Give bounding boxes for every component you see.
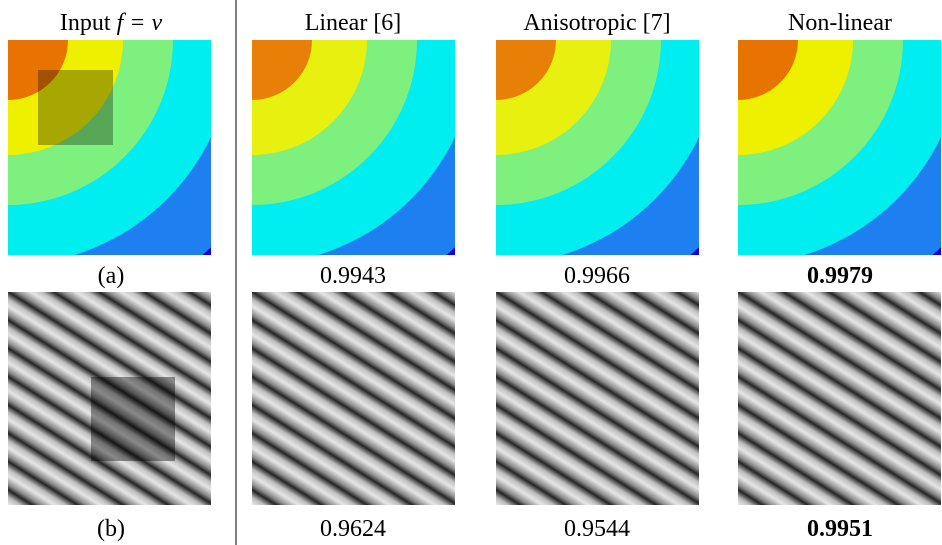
image (8, 292, 211, 505)
score: 0.9951 (807, 516, 873, 542)
image (0, 0, 298, 330)
column-header: Input f = v (60, 10, 163, 36)
score: 0.9966 (564, 263, 630, 289)
column-header: Anisotropic [7] (523, 10, 670, 36)
score: 0.9943 (320, 263, 386, 289)
column-header: Non-linear (788, 10, 892, 36)
score: 0.9979 (807, 263, 873, 289)
image (496, 292, 699, 505)
row-label: (a) (98, 263, 125, 289)
image (252, 292, 455, 505)
image (738, 292, 941, 505)
score: 0.9624 (320, 516, 386, 542)
row-label: (b) (97, 516, 125, 542)
column-header: Linear [6] (305, 10, 402, 36)
score: 0.9544 (564, 516, 630, 542)
